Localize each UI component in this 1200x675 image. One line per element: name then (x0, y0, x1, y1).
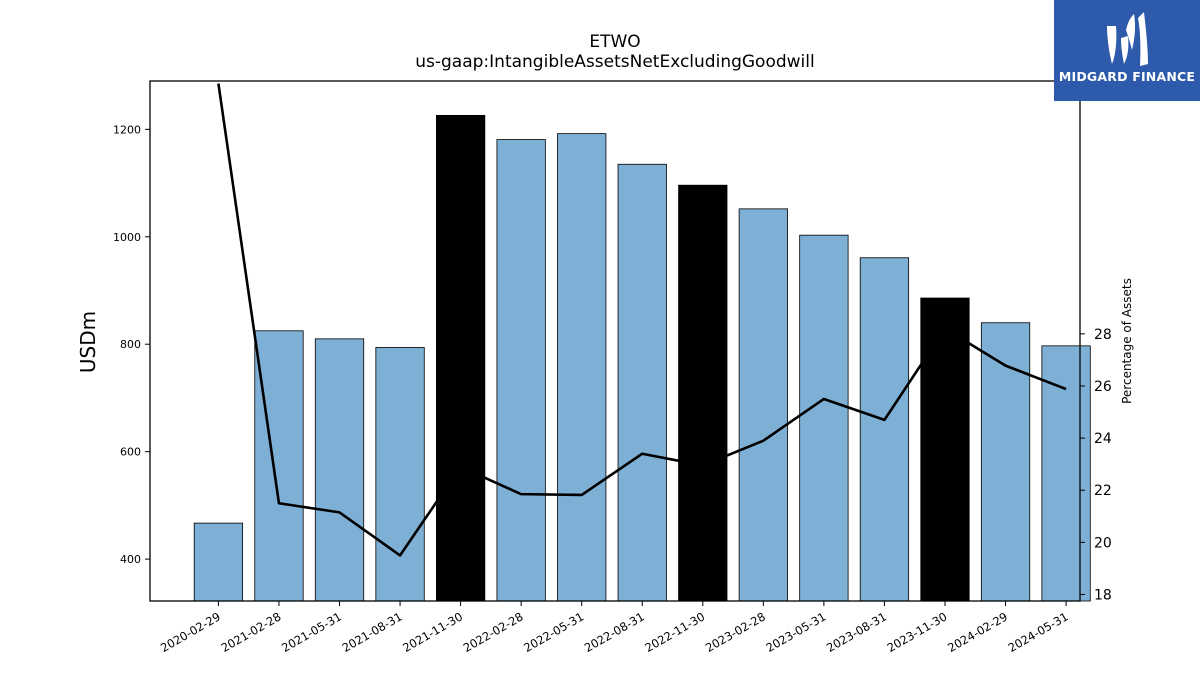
bar-2021-02-28 (254, 330, 304, 602)
x-tick-label: 2023-11-30 (885, 609, 950, 655)
y2-tick-label: 22 (1094, 483, 1112, 499)
bar-2023-02-28 (738, 208, 788, 602)
x-tick-label: 2023-05-31 (763, 609, 828, 655)
y-tick-label: 800 (120, 338, 141, 351)
bar-2021-08-31 (375, 347, 425, 602)
x-tick-label: 2024-05-31 (1006, 609, 1071, 655)
brand-name: MIDGARD FINANCE (1058, 69, 1196, 84)
y-tick-label: 1000 (113, 231, 141, 244)
bar-2022-11-30 (678, 184, 728, 602)
x-tick-label: 2022-08-31 (582, 609, 647, 655)
chart-subtitle: us-gaap:IntangibleAssetsNetExcludingGood… (415, 52, 815, 72)
bar-2024-02-29 (980, 322, 1031, 602)
x-tick-label: 2024-02-29 (945, 609, 1010, 655)
y-tick-label: 600 (120, 446, 141, 459)
y2-tick-label: 26 (1094, 379, 1112, 395)
bar-2023-11-30 (920, 297, 970, 602)
y-axis-label: USDm (76, 311, 100, 373)
plot-frame (149, 80, 1081, 602)
bar-2023-08-31 (859, 257, 910, 602)
y2-tick-label: 20 (1094, 535, 1112, 551)
brand-logo: MIDGARD FINANCE (1054, 0, 1200, 101)
y2-tick-label: 18 (1094, 587, 1112, 603)
x-tick-label: 2021-02-28 (219, 609, 284, 655)
bar-2022-05-31 (557, 133, 607, 602)
x-tick-label: 2023-02-28 (703, 609, 768, 655)
y2-axis-label: Percentage of Assets (1120, 278, 1134, 404)
bar-2022-02-28 (496, 139, 546, 602)
chart-title: ETWO (589, 32, 641, 52)
bar-2024-05-31 (1041, 345, 1091, 602)
x-tick-label: 2023-08-31 (824, 609, 889, 655)
y2-tick-label: 24 (1094, 431, 1112, 447)
x-tick-label: 2022-02-28 (461, 609, 526, 655)
x-tick-label: 2021-08-31 (340, 609, 405, 655)
y2-tick-label: 28 (1094, 327, 1112, 343)
x-tick-label: 2021-11-30 (400, 609, 465, 655)
x-tick-label: 2022-05-31 (521, 609, 586, 655)
x-tick-label: 2021-05-31 (279, 609, 344, 655)
x-tick-label: 2022-11-30 (642, 609, 707, 655)
y-tick-label: 1200 (113, 123, 141, 136)
percentage-line (217, 83, 1067, 557)
x-tick-label: 2020-02-29 (158, 609, 223, 655)
bar-2021-05-31 (314, 338, 365, 602)
brand-mark-icon (1107, 12, 1148, 66)
bar-2021-11-30 (435, 114, 486, 602)
bar-2020-02-29 (193, 522, 244, 602)
bar-2022-08-31 (617, 163, 667, 602)
bar-2023-05-31 (799, 234, 849, 602)
y-tick-label: 400 (120, 553, 141, 566)
